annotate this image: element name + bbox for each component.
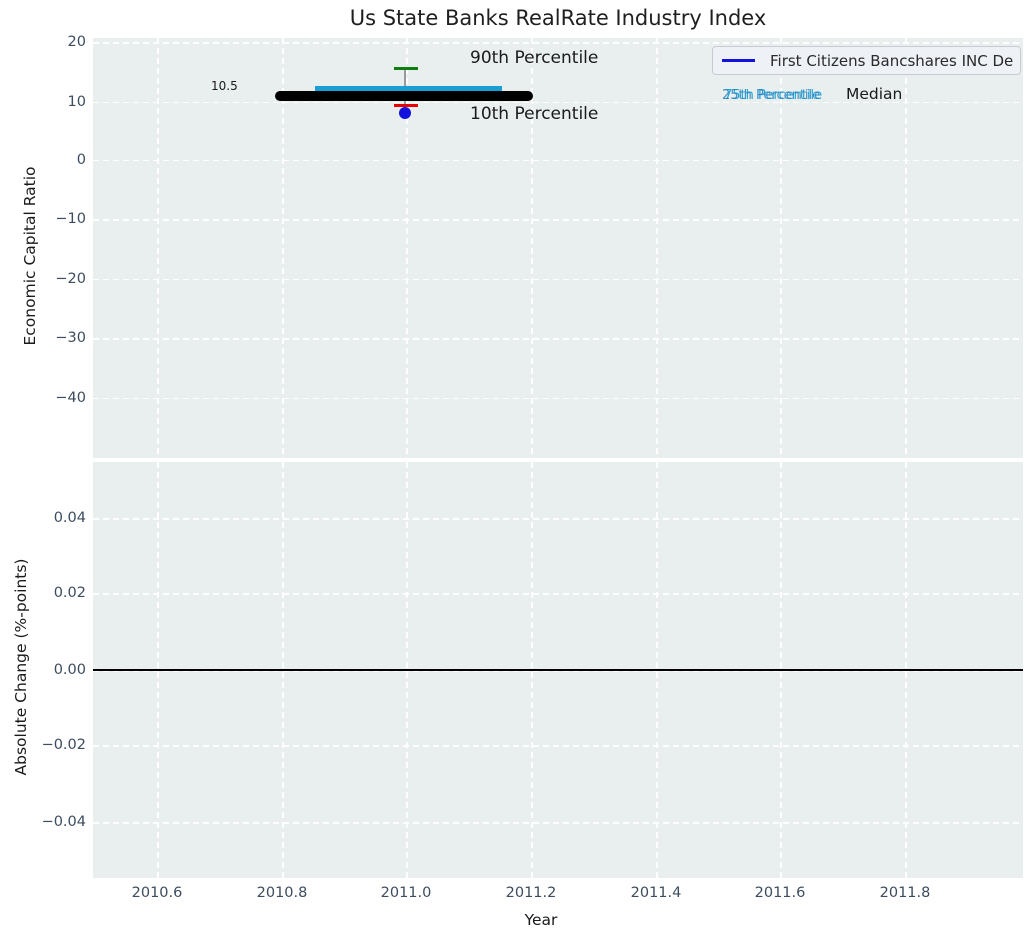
ytick-bottom-0-02: 0.02 <box>53 585 86 601</box>
annotation-90th-percentile: 90th Percentile <box>470 48 599 68</box>
chart-title: Us State Banks RealRate Industry Index <box>349 6 767 30</box>
gridline-x-2011-4 <box>656 38 658 458</box>
gridline-y--0-02 <box>93 745 1023 747</box>
gridline-y--0-04 <box>93 822 1023 824</box>
xtick-2011-2: 2011.2 <box>505 885 557 901</box>
annotation-median-value: 10.5 <box>211 79 238 93</box>
p10-cap-mark <box>394 104 418 107</box>
xtick-2011-8: 2011.8 <box>879 885 931 901</box>
annotation-75th-percentile: 75th Percentile <box>724 88 823 103</box>
gridline-y-0-02 <box>93 593 1023 595</box>
ytick-top--40: −40 <box>55 389 86 406</box>
gridline-y--30 <box>93 338 1023 340</box>
x-axis-label: Year <box>524 911 558 929</box>
xtick-2011-4: 2011.4 <box>630 885 682 901</box>
gridline-y-0-04 <box>93 518 1023 520</box>
legend-line-swatch <box>722 59 755 62</box>
gridline-x-2011-6 <box>780 38 782 458</box>
xtick-2011-0: 2011.0 <box>380 885 432 901</box>
ytick-bottom--0-02: −0.02 <box>41 737 86 753</box>
gridline-y--10 <box>93 219 1023 221</box>
legend-series-label: First Citizens Bancshares INC De <box>770 51 1014 70</box>
median-line <box>275 91 533 101</box>
ytick-top--10: −10 <box>55 211 86 227</box>
ytick-bottom-0-00: 0.00 <box>53 662 86 678</box>
ytick-top--30: −30 <box>55 330 86 346</box>
bottom-plot-area <box>93 462 1023 878</box>
annotation-10th-percentile: 10th Percentile <box>470 104 599 124</box>
p90-cap-mark <box>394 67 418 70</box>
bottom-y-axis-label: Absolute Change (%-points) <box>12 558 30 776</box>
annotation-median: Median <box>846 85 903 103</box>
gridline-x-2011-8 <box>905 38 907 458</box>
annotation-25th-percentile: 25th Percentile <box>722 88 821 103</box>
top-y-axis-label: Economic Capital Ratio <box>21 166 39 346</box>
top-plot-area: 90th Percentile 10th Percentile 10.5 75t… <box>93 38 1023 458</box>
gridline-y-10 <box>93 101 1023 103</box>
gridline-y--40 <box>93 397 1023 399</box>
ytick-top-10: 10 <box>67 93 86 110</box>
gridline-y-20 <box>93 42 1023 44</box>
gridline-y-0 <box>93 159 1023 161</box>
ytick-top--20: −20 <box>55 270 86 287</box>
gridline-y--20 <box>93 278 1023 280</box>
xtick-2011-6: 2011.6 <box>754 885 806 901</box>
ytick-bottom-0-04: 0.04 <box>53 510 86 526</box>
gridline-x-2011-2 <box>531 38 533 458</box>
zero-change-line <box>93 669 1023 671</box>
gridline-x-2011-0 <box>406 38 408 458</box>
gridline-x-2010-8 <box>282 38 284 458</box>
gridline-x-2010-6 <box>157 38 159 458</box>
legend: First Citizens Bancshares INC De <box>712 46 1021 75</box>
xtick-2010-6: 2010.6 <box>131 885 183 901</box>
xtick-2010-8: 2010.8 <box>256 885 308 901</box>
ytick-top-20: 20 <box>67 34 86 50</box>
ytick-top-0: 0 <box>76 151 86 168</box>
company-point-marker <box>399 107 411 119</box>
ytick-bottom--0-04: −0.04 <box>41 814 86 830</box>
